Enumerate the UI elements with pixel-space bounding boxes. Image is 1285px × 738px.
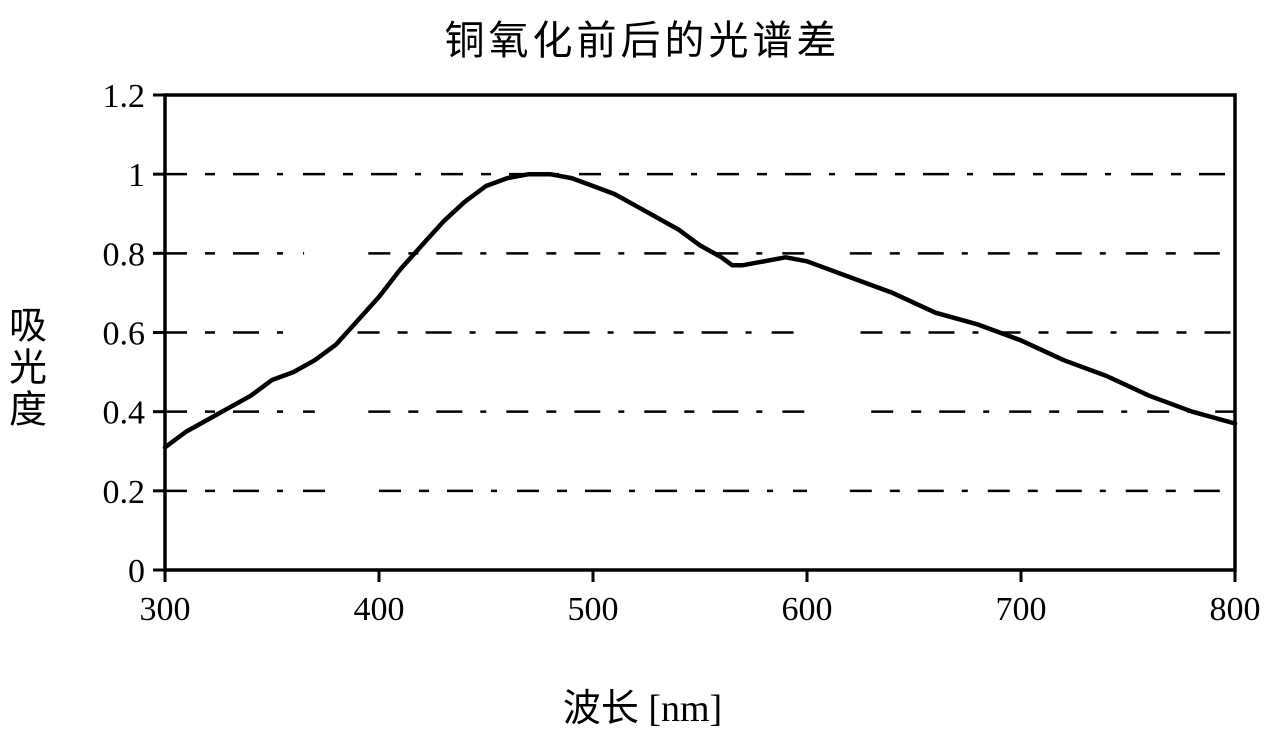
svg-text:600: 600 bbox=[782, 591, 833, 628]
svg-text:500: 500 bbox=[568, 591, 619, 628]
svg-text:0.8: 0.8 bbox=[103, 236, 146, 273]
chart-svg: 300 400 500 600 700 800 0 0.2 0.4 0.6 0.8 1 1.2 bbox=[70, 80, 1260, 640]
svg-text:1: 1 bbox=[128, 157, 145, 194]
svg-text:400: 400 bbox=[354, 591, 405, 628]
svg-text:300: 300 bbox=[140, 591, 191, 628]
svg-text:800: 800 bbox=[1210, 591, 1261, 628]
svg-text:0.2: 0.2 bbox=[103, 474, 146, 511]
chart-plot: 300 400 500 600 700 800 0 0.2 0.4 0.6 0.8 1 1.2 bbox=[70, 80, 1260, 640]
svg-text:0.6: 0.6 bbox=[103, 316, 146, 353]
chart-title: 铜氧化前后的光谱差 bbox=[0, 8, 1285, 66]
y-axis-label: 吸光度 bbox=[8, 306, 48, 431]
svg-text:0: 0 bbox=[128, 553, 145, 590]
svg-text:700: 700 bbox=[996, 591, 1047, 628]
svg-text:1.2: 1.2 bbox=[103, 80, 146, 115]
x-axis-label: 波长 [nm] bbox=[0, 677, 1285, 732]
svg-text:0.4: 0.4 bbox=[103, 395, 146, 432]
